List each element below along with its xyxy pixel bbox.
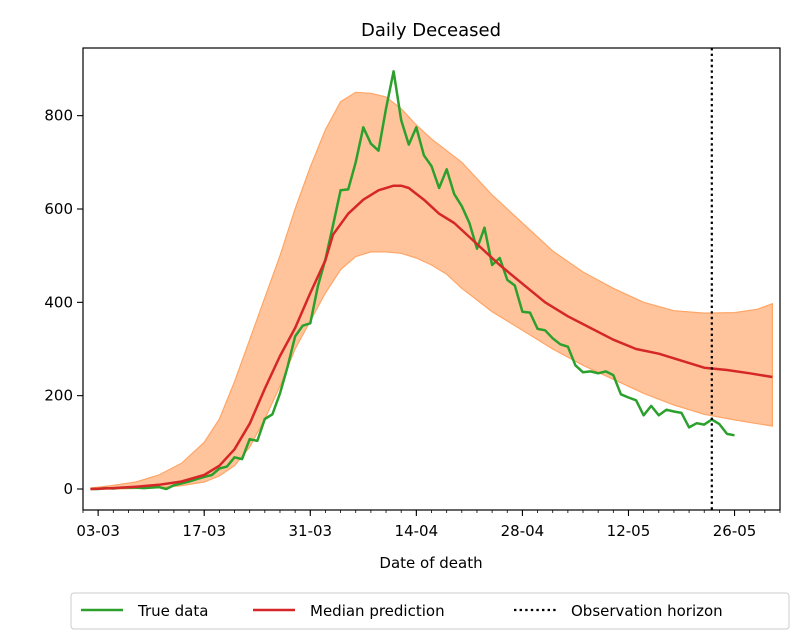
y-tick-label: 800 — [44, 107, 73, 125]
x-tick-label: 26-05 — [713, 522, 757, 540]
x-tick-label: 03-03 — [76, 522, 120, 540]
x-tick-label: 14-04 — [395, 522, 439, 540]
plot-frame — [82, 47, 781, 511]
y-tick-label: 0 — [63, 480, 73, 498]
x-tick-label: 31-03 — [288, 522, 332, 540]
legend-box — [70, 592, 790, 630]
x-tick-label: 17-03 — [182, 522, 226, 540]
plot-area — [90, 48, 773, 510]
y-tick-label: 400 — [44, 293, 73, 311]
x-tick-label: 28-04 — [501, 522, 545, 540]
x-axis: 03-03 17-03 31-03 14-04 28-04 12-05 26-05 — [76, 510, 756, 540]
prediction-interval-band — [90, 91, 773, 490]
x-tick-label: 12-05 — [607, 522, 651, 540]
x-axis-title: Date of death — [379, 554, 482, 572]
y-tick-label: 200 — [44, 387, 73, 405]
y-axis: 0 200 400 600 800 — [44, 107, 83, 498]
median-prediction-line — [90, 184, 773, 491]
y-tick-label: 600 — [44, 200, 73, 218]
true-data-line — [90, 70, 735, 491]
legend: True data Median prediction Observation … — [70, 592, 790, 630]
legend-label-true-data: True data — [137, 602, 208, 620]
x-axis-minor-ticks — [82, 510, 781, 513]
legend-label-median-prediction: Median prediction — [310, 602, 445, 620]
chart-title: Daily Deceased — [361, 20, 501, 41]
legend-label-observation-horizon: Observation horizon — [571, 602, 723, 620]
